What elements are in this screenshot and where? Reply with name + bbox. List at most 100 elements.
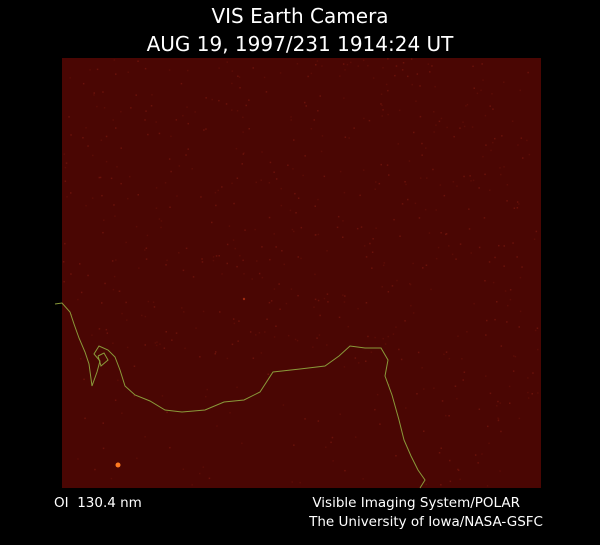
speckle [80, 358, 82, 360]
speckle [316, 60, 319, 62]
speckle [348, 137, 350, 139]
speckle [437, 246, 440, 249]
speckle [457, 468, 459, 471]
speckle [151, 94, 153, 96]
speckle [171, 339, 173, 341]
speckle [457, 335, 459, 337]
speckle [92, 154, 94, 157]
speckle [509, 289, 512, 291]
speckle [266, 318, 268, 320]
speckle [376, 393, 379, 396]
speckle [145, 247, 148, 249]
speckle [478, 246, 481, 249]
camera-image [62, 58, 541, 488]
speckle [440, 232, 442, 234]
speckle [218, 67, 220, 69]
speckle [342, 236, 344, 238]
speckle [371, 251, 374, 253]
speckle [423, 388, 425, 390]
speckle [527, 391, 529, 394]
speckle [242, 131, 244, 133]
speckle [313, 119, 315, 121]
speckle [273, 171, 275, 173]
speckle [415, 100, 417, 102]
speckle [499, 167, 501, 169]
speckle [165, 331, 167, 333]
speckle [145, 258, 148, 260]
speckle [236, 177, 239, 179]
speckle [431, 65, 433, 67]
speckle [113, 204, 115, 206]
speckle [317, 299, 320, 302]
speckle [418, 217, 421, 219]
speckle [518, 417, 521, 420]
speckle [221, 273, 223, 275]
speckle [106, 332, 109, 334]
coastline [97, 352, 109, 367]
speckle [430, 288, 432, 291]
speckle [118, 290, 121, 292]
speckle [281, 250, 283, 252]
speckle [268, 216, 271, 219]
speckle [110, 177, 113, 180]
speckle [472, 65, 474, 68]
speckle [378, 182, 381, 185]
speckle [405, 183, 407, 186]
speckle [295, 212, 297, 214]
speckle [215, 351, 217, 353]
speckle [387, 58, 389, 60]
speckle [232, 318, 235, 320]
speckle [282, 404, 285, 406]
speckle [269, 161, 272, 164]
speckle [292, 168, 294, 170]
speckle [384, 343, 387, 345]
speckle [208, 477, 211, 480]
speckle [310, 72, 313, 75]
speckle [137, 194, 139, 196]
speckle [357, 65, 359, 67]
speckle [463, 371, 466, 373]
speckle [343, 97, 345, 99]
speckle [409, 283, 411, 285]
speckle [100, 139, 103, 141]
speckle [178, 252, 180, 254]
speckle [110, 477, 113, 480]
speckle [369, 242, 371, 245]
speckle [146, 234, 149, 237]
speckle [517, 144, 519, 146]
speckle [410, 304, 412, 307]
speckle [492, 108, 494, 110]
speckle [268, 182, 271, 184]
speckle [432, 168, 434, 171]
speckle [317, 110, 319, 112]
speckle [285, 302, 288, 305]
speckle [183, 311, 185, 313]
speckle [70, 192, 72, 194]
speckle [180, 82, 183, 85]
speckle [350, 61, 352, 64]
speckle [421, 154, 423, 156]
speckle [416, 393, 418, 395]
speckle [105, 160, 108, 163]
speckle [380, 163, 382, 166]
speckle [115, 73, 117, 75]
speckle [395, 65, 398, 67]
speckle [448, 415, 450, 417]
speckle [62, 261, 65, 263]
speckle [497, 400, 499, 403]
speckle [491, 93, 493, 95]
speckle [84, 417, 86, 420]
speckle [218, 255, 220, 257]
speckle [401, 203, 404, 205]
speckle [287, 164, 289, 166]
speckle [280, 187, 282, 190]
speckle [513, 207, 516, 209]
speckle [509, 402, 511, 404]
speckle [434, 85, 436, 88]
speckle [242, 116, 244, 119]
speckle [265, 91, 268, 93]
speckle [416, 73, 419, 75]
speckle [485, 375, 487, 377]
speckle [231, 182, 233, 185]
speckle [381, 286, 383, 288]
